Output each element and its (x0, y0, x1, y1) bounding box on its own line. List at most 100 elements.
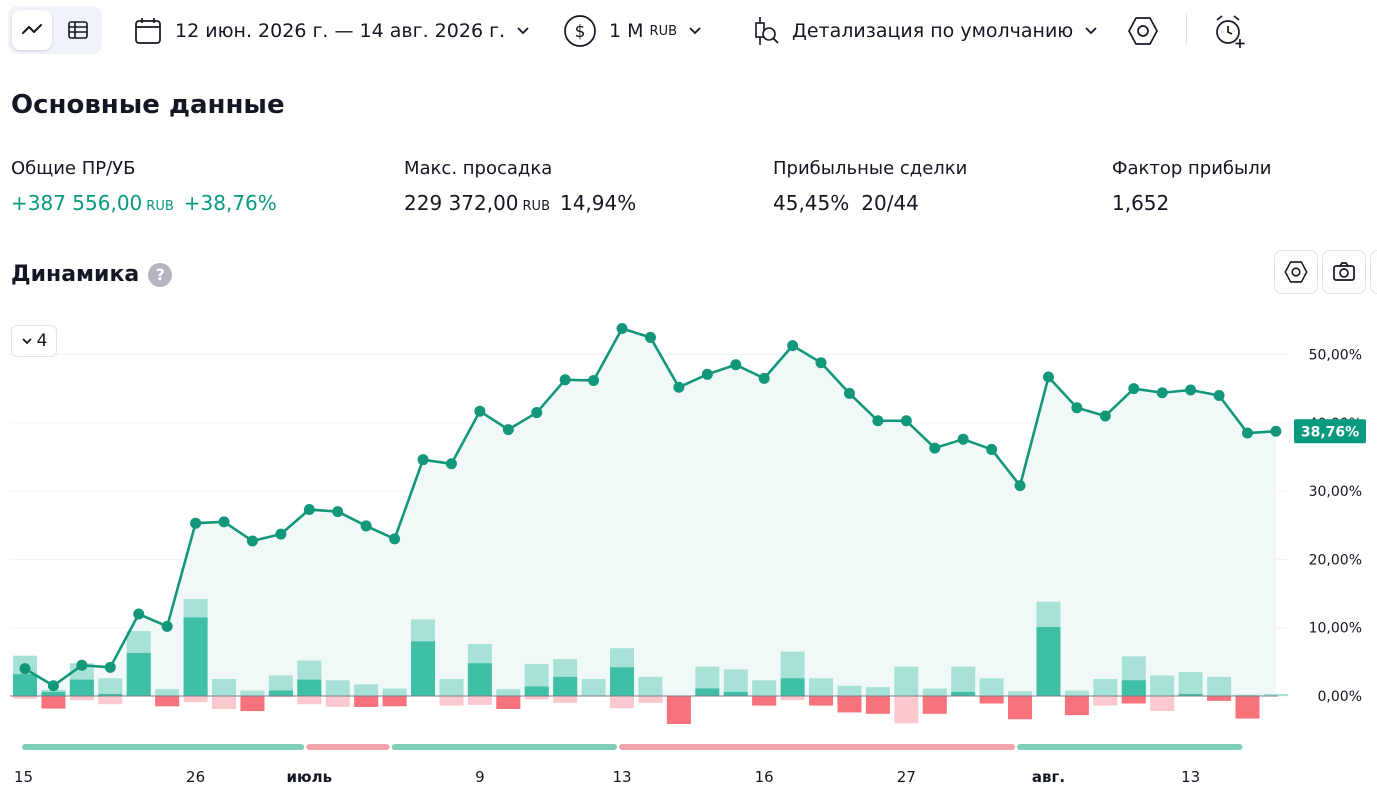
equity-point (588, 374, 600, 386)
equity-point (559, 374, 571, 386)
help-icon[interactable]: ? (148, 262, 173, 287)
net-profit-value: +387 556,00 (11, 191, 143, 215)
capital-currency: RUB (649, 23, 677, 39)
profit-bar (183, 617, 208, 696)
profit-bar-light (922, 688, 947, 696)
profit-bar (467, 663, 492, 696)
stat-profitable-trades: Прибыльные сделки 45,45% 20/44 (773, 158, 967, 215)
candle-search-icon (755, 17, 779, 45)
equity-point (417, 454, 429, 466)
profit-bar-light (1093, 678, 1118, 696)
equity-point (758, 372, 770, 384)
y-tick-label: 50,00% (1309, 348, 1362, 364)
snapshot-button[interactable] (1322, 250, 1366, 294)
loss-bar-light (98, 696, 123, 705)
equity-point (360, 520, 372, 532)
table-view-button[interactable] (58, 10, 98, 50)
loss-bar-light (212, 696, 237, 709)
loss-bar-light (553, 696, 578, 703)
profit-bar (268, 690, 293, 696)
equity-area (25, 328, 1276, 696)
profit-bar (951, 691, 976, 696)
profit-bar-light (496, 689, 521, 696)
equity-point (389, 533, 401, 545)
stat-label: Фактор прибыли (1112, 158, 1272, 179)
profit-bar-light (439, 678, 464, 696)
loss-bar (865, 696, 890, 714)
profitable-count: 20/44 (861, 191, 919, 215)
equity-point (843, 387, 855, 399)
line-chart-view-button[interactable] (12, 10, 52, 50)
equity-chart[interactable]: 0,00%10,00%20,00%30,00%40,00%50,00%38,76… (0, 300, 1377, 799)
equity-point (1213, 389, 1225, 401)
loss-bar-light (13, 696, 37, 699)
loss-bar (752, 696, 777, 706)
stat-label: Макс. просадка (404, 158, 553, 179)
profit-bar-light (865, 687, 890, 696)
profit-bar-light (325, 680, 350, 696)
line-chart-icon (22, 24, 42, 34)
profit-bar-light (723, 669, 748, 696)
last-value-label: 38,76% (1301, 424, 1359, 440)
profit-bar (69, 679, 94, 696)
loss-bar (41, 696, 66, 709)
profit-bar-light (1178, 672, 1203, 696)
equity-point (957, 433, 969, 445)
x-tick-label: 13 (612, 768, 631, 786)
loss-bar-light (638, 696, 663, 703)
profit-bar-light (240, 690, 265, 696)
profit-bar-light (382, 688, 407, 696)
loss-bar (382, 696, 407, 707)
equity-point (872, 415, 884, 427)
equity-point (986, 443, 998, 455)
equity-point (815, 357, 827, 369)
y-tick-label: 10,00% (1309, 621, 1362, 637)
profit-bar-light (979, 678, 1004, 696)
capital-value: 1 M (609, 20, 644, 42)
detail-dropdown[interactable]: Детализация по умолчанию (752, 12, 1099, 50)
date-range-label: 12 июн. 2026 г. — 14 авг. 2026 г. (175, 20, 506, 42)
x-tick-label: июль (287, 768, 333, 786)
stat-profit-factor: Фактор прибыли 1,652 (1112, 158, 1271, 215)
dynamics-title: Динамика ? (11, 262, 173, 287)
equity-point (303, 504, 315, 516)
profit-bar-light (837, 685, 862, 696)
loss-bar (666, 696, 691, 725)
equity-point (104, 661, 116, 673)
equity-point (246, 535, 258, 547)
equity-point (161, 620, 173, 632)
loss-bar-light (1093, 696, 1118, 706)
profit-bar-light (155, 689, 180, 696)
equity-point (502, 424, 514, 436)
settings-button[interactable] (1126, 12, 1160, 50)
equity-point (1156, 387, 1168, 399)
loss-bar (979, 696, 1004, 704)
capital-dropdown[interactable]: $ 1 M RUB (563, 12, 703, 50)
loss-bar-light (780, 696, 805, 701)
profit-bar-light (581, 678, 606, 696)
profit-bar (610, 667, 635, 696)
equity-point (474, 405, 486, 417)
loss-bar (240, 696, 265, 712)
equity-point (133, 608, 145, 620)
toolbar-divider (1186, 14, 1187, 46)
more-button[interactable] (1370, 250, 1377, 294)
trade-segment (306, 744, 390, 750)
loss-bar (354, 696, 379, 707)
date-range-dropdown[interactable]: 12 июн. 2026 г. — 14 авг. 2026 г. (133, 12, 531, 50)
equity-point (701, 368, 713, 380)
currency-label: RUB (522, 199, 550, 214)
profit-bar (13, 674, 37, 696)
chevron-down-icon (21, 338, 32, 345)
loss-bar-light (1150, 696, 1175, 712)
equity-point (19, 663, 31, 675)
chevron-down-icon (687, 23, 703, 39)
x-tick-label: авг. (1032, 768, 1065, 786)
equity-point (531, 407, 543, 419)
chart-settings-button[interactable] (1274, 250, 1318, 294)
equity-point (730, 359, 742, 371)
collapse-toggle[interactable]: 4 (11, 325, 57, 357)
equity-point (616, 323, 628, 335)
net-profit-percent: +38,76% (183, 191, 277, 215)
add-alert-button[interactable] (1212, 12, 1248, 50)
